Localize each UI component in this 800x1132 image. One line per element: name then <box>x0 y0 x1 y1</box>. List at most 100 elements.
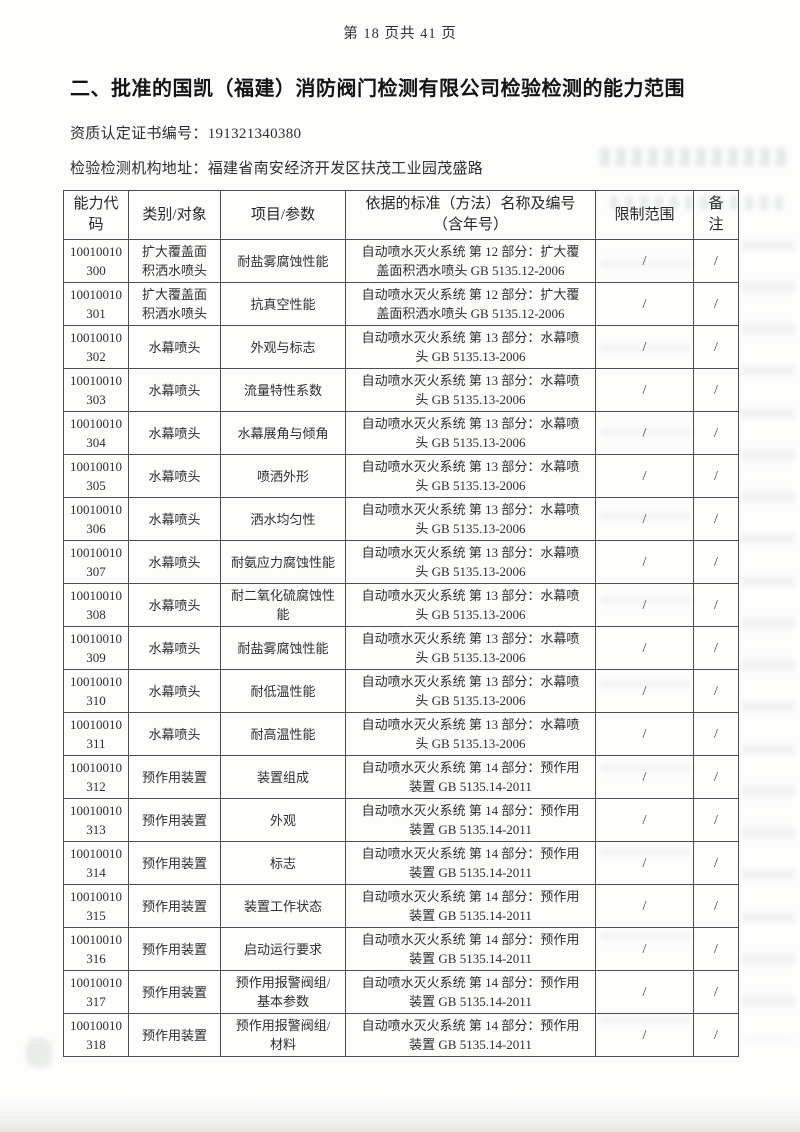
cell-standard-name-number: 自动喷水灭火系统 第 13 部分：水幕喷 头 GB 5135.13-2006 <box>345 583 596 627</box>
cell-standard-name-number: 自动喷水灭火系统 第 14 部分：预作用 装置 GB 5135.14-2011 <box>345 798 596 842</box>
cell-capability-code: 10010010 302 <box>63 325 129 369</box>
cell-item-parameter: 耐高温性能 <box>220 712 346 756</box>
cell-remark: / <box>693 411 739 455</box>
table-row: 10010010 309 水幕喷头 耐盐雾腐蚀性能 自动喷水灭火系统 第 13 … <box>63 626 739 670</box>
cell-limit-scope: / <box>595 755 694 799</box>
cell-remark: / <box>693 1013 739 1057</box>
cell-category-object: 水幕喷头 <box>128 325 221 369</box>
cell-remark: / <box>693 712 739 756</box>
cell-category-object: 水幕喷头 <box>128 454 221 498</box>
cell-capability-code: 10010010 311 <box>63 712 129 756</box>
cell-remark: / <box>693 497 739 541</box>
cell-remark: / <box>693 368 739 412</box>
cell-category-object: 扩大覆盖面 积洒水喷头 <box>128 282 221 326</box>
cell-capability-code: 10010010 306 <box>63 497 129 541</box>
cell-remark: / <box>693 282 739 326</box>
header-item-parameter: 项目/参数 <box>220 190 346 240</box>
cell-remark: / <box>693 540 739 584</box>
cell-item-parameter: 耐盐雾腐蚀性能 <box>220 239 346 283</box>
cell-category-object: 水幕喷头 <box>128 411 221 455</box>
cell-capability-code: 10010010 316 <box>63 927 129 971</box>
cell-remark: / <box>693 583 739 627</box>
bleed-through-artifact <box>742 240 794 1040</box>
cell-standard-name-number: 自动喷水灭火系统 第 14 部分：预作用 装置 GB 5135.14-2011 <box>345 841 596 885</box>
cell-limit-scope: / <box>595 540 694 584</box>
table-row: 10010010 308 水幕喷头 耐二氧化硫腐蚀性 能 自动喷水灭火系统 第 … <box>63 583 739 627</box>
cell-limit-scope: / <box>595 239 694 283</box>
cell-capability-code: 10010010 313 <box>63 798 129 842</box>
cell-category-object: 预作用装置 <box>128 970 221 1014</box>
cell-limit-scope: / <box>595 884 694 928</box>
cell-standard-name-number: 自动喷水灭火系统 第 13 部分：水幕喷 头 GB 5135.13-2006 <box>345 368 596 412</box>
cell-limit-scope: / <box>595 368 694 412</box>
cell-capability-code: 10010010 304 <box>63 411 129 455</box>
table-row: 10010010 311 水幕喷头 耐高温性能 自动喷水灭火系统 第 13 部分… <box>63 712 739 756</box>
table-row: 10010010 313 预作用装置 外观 自动喷水灭火系统 第 14 部分：预… <box>63 798 739 842</box>
cell-capability-code: 10010010 317 <box>63 970 129 1014</box>
capability-table-body: 10010010 300 扩大覆盖面 积洒水喷头 耐盐雾腐蚀性能 自动喷水灭火系… <box>63 239 739 1057</box>
table-row: 10010010 304 水幕喷头 水幕展角与倾角 自动喷水灭火系统 第 13 … <box>63 411 739 455</box>
cell-item-parameter: 预作用报警阀组/ 基本参数 <box>220 970 346 1014</box>
table-row: 10010010 302 水幕喷头 外观与标志 自动喷水灭火系统 第 13 部分… <box>63 325 739 369</box>
cell-item-parameter: 抗真空性能 <box>220 282 346 326</box>
certificate-number-line: 资质认定证书编号：191321340380 <box>70 126 302 142</box>
cell-remark: / <box>693 626 739 670</box>
cell-standard-name-number: 自动喷水灭火系统 第 14 部分：预作用 装置 GB 5135.14-2011 <box>345 970 596 1014</box>
cell-limit-scope: / <box>595 454 694 498</box>
cell-limit-scope: / <box>595 841 694 885</box>
cell-limit-scope: / <box>595 497 694 541</box>
cell-remark: / <box>693 884 739 928</box>
cell-category-object: 水幕喷头 <box>128 540 221 584</box>
cell-item-parameter: 预作用报警阀组/ 材料 <box>220 1013 346 1057</box>
cell-remark: / <box>693 970 739 1014</box>
table-row: 10010010 318 预作用装置 预作用报警阀组/ 材料 自动喷水灭火系统 … <box>63 1013 739 1057</box>
cell-capability-code: 10010010 312 <box>63 755 129 799</box>
page-number: 第 18 页共 41 页 <box>343 26 457 42</box>
cell-category-object: 预作用装置 <box>128 841 221 885</box>
cell-limit-scope: / <box>595 325 694 369</box>
header-capability-code: 能力代 码 <box>63 190 129 240</box>
cell-remark: / <box>693 669 739 713</box>
cell-limit-scope: / <box>595 712 694 756</box>
cell-remark: / <box>693 454 739 498</box>
table-row: 10010010 306 水幕喷头 洒水均匀性 自动喷水灭火系统 第 13 部分… <box>63 497 739 541</box>
cell-capability-code: 10010010 314 <box>63 841 129 885</box>
cell-standard-name-number: 自动喷水灭火系统 第 12 部分：扩大覆 盖面积洒水喷头 GB 5135.12-… <box>345 282 596 326</box>
institution-address-line: 检验检测机构地址：福建省南安经济开发区扶茂工业园茂盛路 <box>70 161 484 177</box>
cell-standard-name-number: 自动喷水灭火系统 第 13 部分：水幕喷 头 GB 5135.13-2006 <box>345 325 596 369</box>
cell-capability-code: 10010010 308 <box>63 583 129 627</box>
cell-category-object: 扩大覆盖面 积洒水喷头 <box>128 239 221 283</box>
table-row: 10010010 310 水幕喷头 耐低温性能 自动喷水灭火系统 第 13 部分… <box>63 669 739 713</box>
cell-standard-name-number: 自动喷水灭火系统 第 14 部分：预作用 装置 GB 5135.14-2011 <box>345 1013 596 1057</box>
bleed-through-artifact <box>600 148 790 166</box>
cell-remark: / <box>693 325 739 369</box>
cell-limit-scope: / <box>595 927 694 971</box>
cell-item-parameter: 装置工作状态 <box>220 884 346 928</box>
scan-smudge-artifact <box>26 1038 52 1068</box>
cell-standard-name-number: 自动喷水灭火系统 第 13 部分：水幕喷 头 GB 5135.13-2006 <box>345 540 596 584</box>
cell-category-object: 预作用装置 <box>128 798 221 842</box>
cell-standard-name-number: 自动喷水灭火系统 第 13 部分：水幕喷 头 GB 5135.13-2006 <box>345 411 596 455</box>
cell-capability-code: 10010010 305 <box>63 454 129 498</box>
cell-limit-scope: / <box>595 970 694 1014</box>
cell-capability-code: 10010010 303 <box>63 368 129 412</box>
cell-item-parameter: 启动运行要求 <box>220 927 346 971</box>
cell-limit-scope: / <box>595 669 694 713</box>
page-title: 二、批准的国凯（福建）消防阀门检测有限公司检验检测的能力范围 <box>70 78 685 100</box>
table-row: 10010010 303 水幕喷头 流量特性系数 自动喷水灭火系统 第 13 部… <box>63 368 739 412</box>
cell-item-parameter: 外观与标志 <box>220 325 346 369</box>
cell-item-parameter: 洒水均匀性 <box>220 497 346 541</box>
cell-limit-scope: / <box>595 282 694 326</box>
cell-standard-name-number: 自动喷水灭火系统 第 13 部分：水幕喷 头 GB 5135.13-2006 <box>345 454 596 498</box>
cell-remark: / <box>693 798 739 842</box>
cell-standard-name-number: 自动喷水灭火系统 第 13 部分：水幕喷 头 GB 5135.13-2006 <box>345 626 596 670</box>
table-header-row: 能力代 码 类别/对象 项目/参数 依据的标准（方法）名称及编号 （含年号） 限… <box>63 190 739 240</box>
cell-standard-name-number: 自动喷水灭火系统 第 13 部分：水幕喷 头 GB 5135.13-2006 <box>345 712 596 756</box>
table-row: 10010010 314 预作用装置 标志 自动喷水灭火系统 第 14 部分：预… <box>63 841 739 885</box>
cell-standard-name-number: 自动喷水灭火系统 第 13 部分：水幕喷 头 GB 5135.13-2006 <box>345 669 596 713</box>
table-row: 10010010 301 扩大覆盖面 积洒水喷头 抗真空性能 自动喷水灭火系统 … <box>63 282 739 326</box>
cell-capability-code: 10010010 309 <box>63 626 129 670</box>
cell-category-object: 预作用装置 <box>128 1013 221 1057</box>
cell-standard-name-number: 自动喷水灭火系统 第 14 部分：预作用 装置 GB 5135.14-2011 <box>345 884 596 928</box>
